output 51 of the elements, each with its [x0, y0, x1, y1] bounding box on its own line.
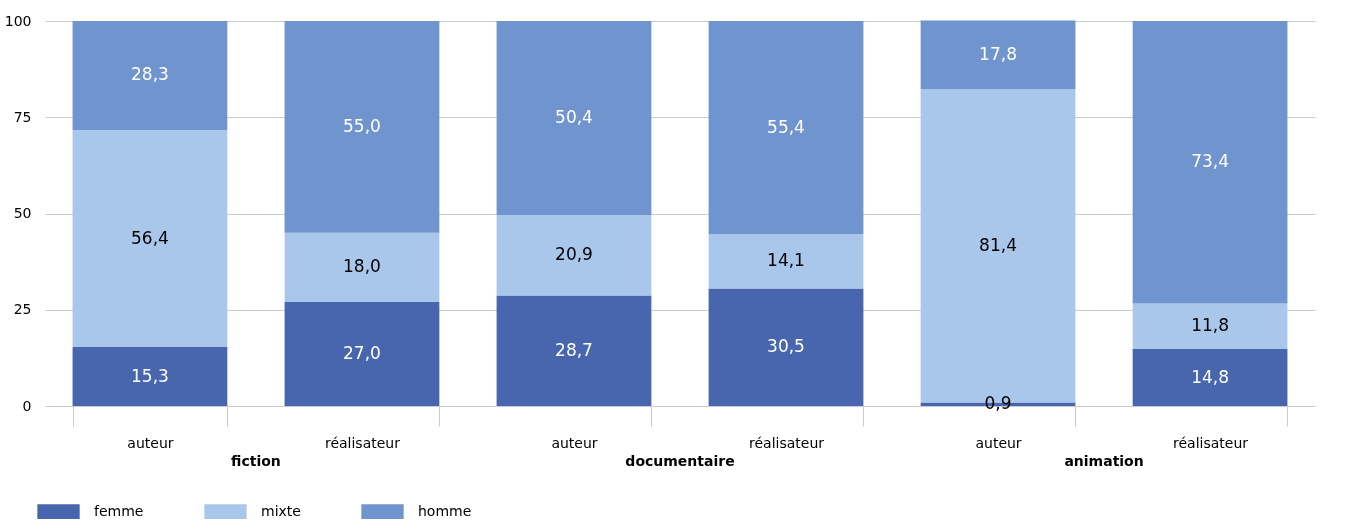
data-label: 55,4 [767, 116, 805, 137]
data-label: 27,0 [343, 343, 381, 364]
bar [284, 21, 440, 233]
data-label: 28,3 [131, 64, 169, 85]
bar [1132, 349, 1288, 406]
data-label: 11,8 [1191, 315, 1229, 336]
bar [496, 21, 652, 216]
y-tick-label: 75 [13, 108, 32, 125]
legend-label: femme [94, 502, 144, 519]
bar [496, 295, 652, 406]
bar [1132, 21, 1288, 304]
x-tick-label: réalisateur [324, 434, 401, 451]
x-tick-label: réalisateur [748, 434, 825, 451]
bar [1132, 303, 1288, 350]
bar [284, 302, 440, 406]
data-label: 17,8 [979, 43, 1017, 64]
bar [920, 20, 1076, 90]
data-label: 0,9 [984, 393, 1012, 414]
bar [708, 21, 864, 235]
y-tick-label: 25 [13, 301, 32, 318]
data-label: 30,5 [767, 336, 805, 357]
text: fiction [231, 453, 281, 469]
y-tick-label: 100 [4, 12, 32, 29]
x-tick-label: auteur [975, 434, 1022, 451]
data-label: 15,3 [131, 365, 169, 386]
data-label: 73,4 [1191, 151, 1229, 172]
bar [72, 129, 228, 348]
text: animation [1064, 453, 1144, 469]
bar [496, 215, 652, 296]
bar [284, 232, 440, 303]
y-tick-label: 50 [13, 205, 32, 221]
data-label: 56,4 [131, 227, 169, 248]
bar [708, 288, 864, 406]
data-label: 50,4 [555, 107, 593, 128]
legend-label: homme [418, 502, 472, 519]
data-label: 14,8 [1191, 366, 1229, 387]
data-label: 28,7 [555, 339, 593, 360]
data-label: 20,9 [555, 244, 593, 265]
data-label: 55,0 [343, 115, 381, 136]
data-label: 81,4 [979, 234, 1017, 255]
bar [72, 347, 228, 406]
text: documentaire [625, 453, 735, 469]
x-tick-label: auteur [551, 434, 598, 451]
data-label: 18,0 [343, 256, 381, 277]
y-tick-label: 0 [22, 397, 32, 414]
bar [708, 234, 864, 289]
data-label: 14,1 [767, 250, 805, 271]
x-tick-label: auteur [127, 434, 174, 451]
x-tick-label: réalisateur [1173, 434, 1249, 451]
legend-label: mixte [261, 502, 301, 519]
bar [72, 21, 228, 130]
